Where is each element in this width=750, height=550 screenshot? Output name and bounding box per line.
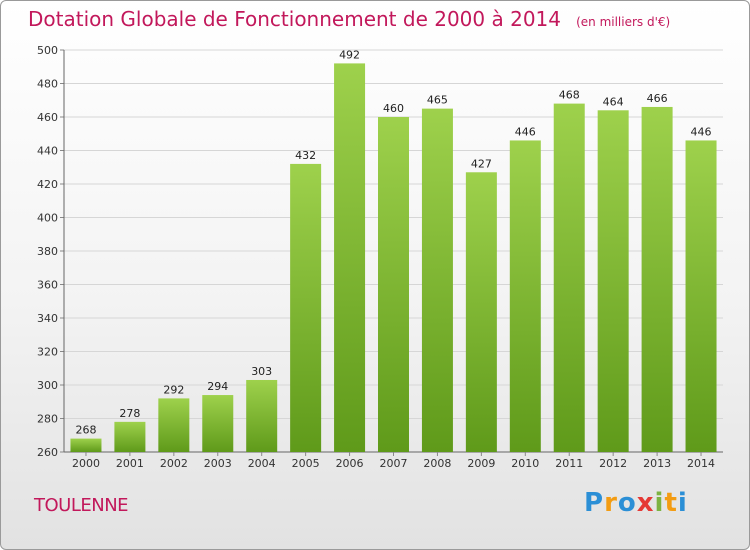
- logo-letter: i: [654, 488, 665, 518]
- logo-letter: x: [636, 488, 655, 518]
- bar: [378, 117, 409, 452]
- bar: [70, 438, 102, 452]
- x-tick-label: 2000: [72, 457, 100, 470]
- x-tick-label: 2012: [599, 457, 627, 470]
- y-tick-label: 280: [37, 413, 58, 426]
- logo-letter: P: [584, 488, 605, 518]
- bar: [290, 163, 322, 452]
- logo-letter: r: [604, 488, 618, 518]
- y-tick-label: 440: [37, 145, 58, 158]
- bar: [114, 421, 146, 452]
- y-tick-label: 380: [37, 245, 58, 258]
- value-label: 464: [603, 95, 624, 108]
- bar: [641, 106, 673, 452]
- bar: [465, 172, 497, 452]
- value-label: 466: [647, 92, 668, 105]
- x-tick-label: 2002: [160, 457, 188, 470]
- bar: [334, 63, 366, 453]
- value-label: 292: [163, 383, 184, 396]
- title-row: Dotation Globale de Fonctionnement de 20…: [28, 7, 670, 31]
- y-tick-label: 480: [37, 78, 58, 91]
- bar: [202, 395, 234, 452]
- bar: [553, 103, 585, 452]
- x-tick-label: 2007: [380, 457, 408, 470]
- value-label: 465: [427, 94, 448, 107]
- value-label: 268: [75, 424, 96, 437]
- value-label: 278: [119, 407, 140, 420]
- bar: [246, 379, 278, 452]
- logo-letter: i: [677, 488, 688, 518]
- bar: [509, 140, 541, 452]
- value-label: 294: [207, 380, 228, 393]
- value-label: 427: [471, 157, 492, 170]
- value-label: 460: [383, 102, 404, 115]
- y-tick-label: 360: [37, 279, 58, 292]
- bar: [597, 110, 629, 453]
- logo-letter: t: [664, 488, 678, 518]
- value-label: 432: [295, 149, 316, 162]
- value-label: 446: [515, 125, 536, 138]
- x-tick-label: 2005: [292, 457, 320, 470]
- x-tick-label: 2004: [248, 457, 276, 470]
- x-tick-label: 2003: [204, 457, 232, 470]
- value-label: 468: [559, 89, 580, 102]
- value-label: 303: [251, 365, 272, 378]
- value-label: 492: [339, 48, 360, 61]
- unit-note: (en milliers d'€): [576, 15, 671, 29]
- bar: [158, 398, 190, 452]
- x-tick-label: 2011: [555, 457, 583, 470]
- y-tick-label: 320: [37, 346, 58, 359]
- bar: [421, 108, 453, 452]
- y-tick-label: 420: [37, 178, 58, 191]
- x-tick-label: 2008: [423, 457, 451, 470]
- proxiti-logo: Proxiti: [584, 488, 688, 518]
- logo-letter: o: [617, 488, 637, 518]
- y-tick-label: 300: [37, 379, 58, 392]
- x-tick-label: 2006: [336, 457, 364, 470]
- x-tick-label: 2010: [511, 457, 539, 470]
- y-tick-label: 500: [37, 44, 58, 57]
- chart-title: Dotation Globale de Fonctionnement de 20…: [28, 7, 561, 31]
- y-tick-label: 260: [37, 446, 58, 459]
- x-tick-label: 2013: [643, 457, 671, 470]
- bar: [685, 140, 717, 452]
- town-name: TOULENNE: [34, 495, 129, 516]
- y-tick-label: 460: [37, 111, 58, 124]
- x-tick-label: 2009: [467, 457, 495, 470]
- x-tick-label: 2001: [116, 457, 144, 470]
- x-tick-label: 2014: [687, 457, 715, 470]
- y-tick-label: 340: [37, 312, 58, 325]
- value-label: 446: [691, 125, 712, 138]
- y-tick-label: 400: [37, 212, 58, 225]
